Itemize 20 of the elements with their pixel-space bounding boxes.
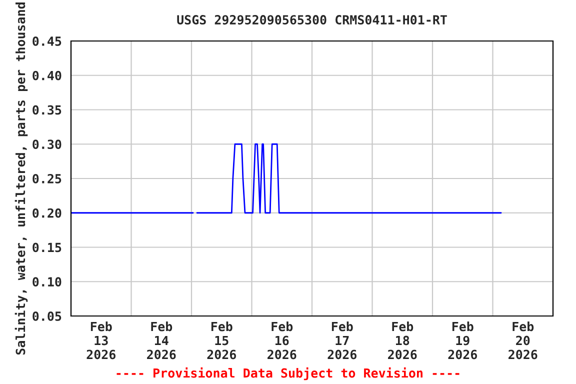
y-tick-label: 0.35 (32, 105, 62, 115)
y-tick-label: 0.40 (32, 70, 62, 80)
y-tick-label: 0.10 (32, 277, 62, 287)
x-tick-label: Feb 13 2026 (86, 322, 116, 360)
x-tick-label: Feb 20 2026 (508, 322, 538, 360)
x-tick-label: Feb 17 2026 (328, 322, 356, 360)
x-tick-label: Feb 19 2026 (448, 322, 477, 360)
y-tick-label: 0.20 (32, 208, 62, 218)
x-tick-label: Feb 18 2026 (388, 322, 417, 360)
x-tick-label: Feb 14 2026 (147, 322, 176, 360)
text: ---- Provisional Data Subject to Revision ---- (116, 367, 460, 380)
y-tick-label: 0.45 (32, 36, 62, 46)
y-tick-label: 0.25 (32, 174, 62, 184)
y-tick-label: 0.15 (32, 242, 62, 252)
x-tick-label: Feb 16 2026 (268, 322, 296, 360)
x-tick-label: Feb 15 2026 (207, 322, 236, 360)
chart-title: USGS 292952090565300 CRMS0411-H01-RT (177, 15, 447, 25)
y-tick-label: 0.05 (32, 311, 62, 321)
y-tick-label: 0.30 (32, 140, 62, 150)
y-axis-title: Salinity, water, unfiltered, parts per thousand (14, 2, 28, 355)
